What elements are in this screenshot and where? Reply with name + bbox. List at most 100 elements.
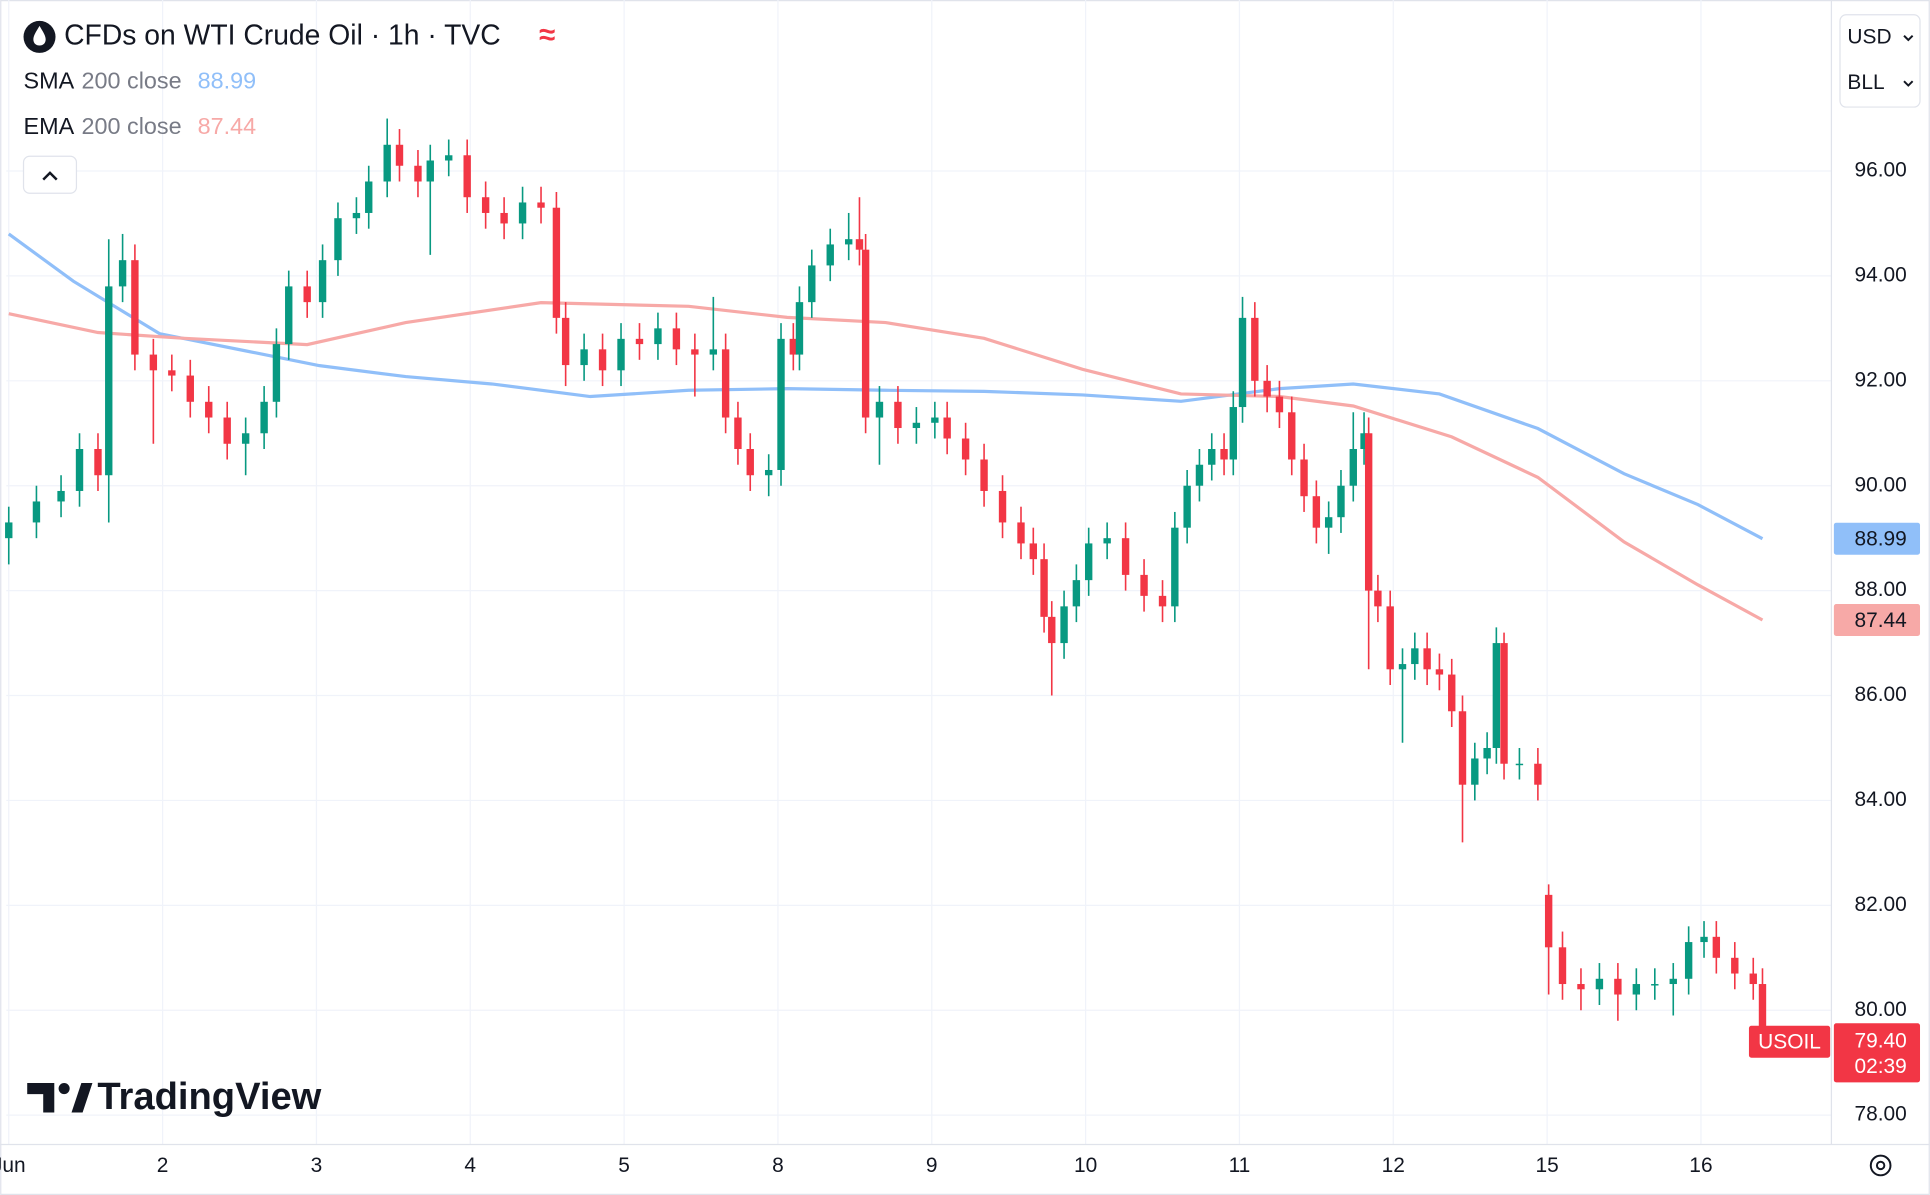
candle-body [635,338,644,345]
collapse-button[interactable] [22,155,78,194]
collapse-box[interactable] [22,155,78,194]
x-tick-label: 11 [1229,1154,1251,1177]
candle-body [518,202,527,224]
candle-body [1251,317,1259,381]
candle-body [931,417,939,423]
candle-body [1183,485,1191,528]
last-price-label: 79.40 [1854,1029,1906,1052]
chevron-up [42,171,58,181]
settings-icon[interactable] [1869,1154,1892,1177]
unit[interactable]: BLL [1847,71,1884,94]
candle-body [168,370,176,376]
y-tick-label: 96.00 [1854,159,1906,182]
candle-body [1595,978,1604,990]
candle-body [334,218,342,261]
candle-body [32,501,41,523]
candle-body [1386,606,1394,670]
candle-body [395,144,404,166]
candle-body [1040,559,1048,617]
indicator-name: EMA [24,113,75,139]
toolbar: USD BLL [1839,14,1921,108]
candle-body [57,490,65,502]
candle-body [1534,763,1542,785]
x-tick-label: 3 [311,1154,323,1177]
candle-body [826,244,834,266]
candle-body [1263,380,1271,397]
currency[interactable]: USD [1847,26,1891,49]
candle-body [1029,543,1037,560]
candle-body [537,202,545,208]
candle-body [855,239,864,250]
candle-body [1048,616,1056,644]
candle-body [1300,459,1308,497]
candle-body [1458,711,1467,785]
price-tag [1833,604,1921,637]
indicator-value: 87.44 [198,113,257,139]
gear[interactable] [1869,1154,1892,1177]
candle-body [1121,538,1130,575]
candle-body [94,449,102,476]
candle-body [709,349,718,355]
price-tag-label: 88.99 [1854,527,1906,550]
candle-body [500,212,508,224]
last-price-tag [1833,1023,1921,1083]
candle-body [365,181,373,213]
candle-body [186,375,194,402]
moving-average-line [8,301,1764,622]
x-tick-label: 10 [1074,1154,1097,1177]
candle-body [1423,648,1431,670]
x-tick-label: Jun [0,1154,26,1177]
candle-body [1448,674,1456,712]
candle-body [1220,449,1228,460]
candle-body [654,328,662,345]
candle-body [1749,973,1757,985]
candle-body [617,338,625,371]
candle-body [426,160,434,182]
x-tick-label: 16 [1689,1154,1712,1177]
price-tag [1833,522,1921,555]
candle-body [861,249,870,418]
candle-body [1577,984,1585,990]
candle-body [1731,957,1739,974]
tv-logo: TradingView [27,1075,322,1118]
candle-body [223,417,231,444]
candle-body [1632,984,1641,995]
candle-body [1171,527,1179,607]
candle-body [1017,522,1025,544]
candle-body [1072,580,1081,607]
candle-body [746,449,754,476]
candle-body [383,144,391,182]
candle-body [5,522,13,539]
candle-body [1614,978,1622,995]
candle-body [1492,643,1501,748]
indicator-params: 200 close [82,113,182,139]
candle-body [561,317,570,366]
dropdown-arrows [1903,34,1914,87]
candle-body [1558,947,1567,985]
candle-body [118,260,127,287]
market-status: ≈ [539,19,555,52]
oil-drop [33,25,46,46]
candle-body [1398,664,1407,670]
chart-title: CFDs on WTI Crude Oil · 1h · TVC [64,18,501,50]
symbol-label: USOIL [1758,1030,1821,1053]
candle-body [808,265,816,303]
candle-body [1349,449,1357,486]
x-tick-label: 8 [772,1154,784,1177]
candle-body [980,459,988,491]
y-tick-label: 88.00 [1854,578,1906,601]
plot [5,118,1767,1047]
candle-body [1435,669,1444,675]
candle-body [241,433,250,444]
candle-body [481,197,490,213]
candle-body [1312,496,1321,528]
x-tick-label: 12 [1382,1154,1405,1177]
y-tick-label: 80.00 [1854,998,1906,1021]
indicator-params: 200 close [82,68,182,94]
candle-body [1374,590,1382,607]
candle-body [272,344,281,402]
y-tick-label: 90.00 [1854,473,1906,496]
candle-body [285,286,293,345]
candle-body [1544,894,1553,948]
